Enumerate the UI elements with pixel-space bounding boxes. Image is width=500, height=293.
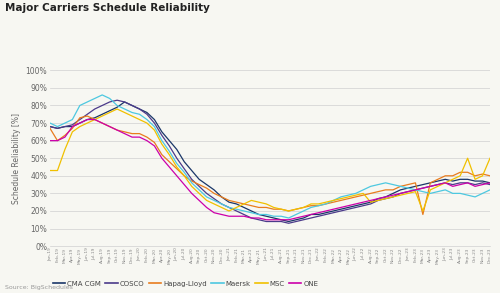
MSC: [47, 169, 53, 172]
COSCO: [114, 98, 120, 102]
Line: Hapag-Lloyd: Hapag-Lloyd: [50, 116, 490, 214]
MSC: [166, 153, 172, 156]
ONE: [181, 183, 187, 186]
COSCO: [47, 125, 53, 128]
Text: Source: BigSchedules: Source: BigSchedules: [5, 285, 73, 290]
Maersk: [204, 195, 210, 199]
CMA CGM: [204, 183, 210, 186]
Line: MSC: MSC: [50, 109, 490, 211]
ONE: [166, 165, 172, 169]
ONE: [84, 118, 90, 121]
Maersk: [181, 171, 187, 174]
ONE: [338, 206, 344, 209]
ONE: [129, 135, 135, 139]
CMA CGM: [286, 220, 292, 223]
ONE: [487, 181, 493, 185]
Maersk: [487, 188, 493, 192]
CMA CGM: [129, 104, 135, 107]
Legend: CMA CGM, COSCO, Hapag-Lloyd, Maersk, MSC, ONE: CMA CGM, COSCO, Hapag-Lloyd, Maersk, MSC…: [50, 278, 322, 289]
Maersk: [286, 216, 292, 220]
Maersk: [196, 188, 202, 192]
ONE: [47, 139, 53, 142]
MSC: [226, 209, 232, 213]
Maersk: [338, 195, 344, 199]
COSCO: [338, 209, 344, 213]
Line: Maersk: Maersk: [50, 95, 490, 218]
Hapag-Lloyd: [196, 183, 202, 186]
Hapag-Lloyd: [487, 174, 493, 178]
Line: CMA CGM: CMA CGM: [50, 102, 490, 222]
Maersk: [166, 149, 172, 153]
MSC: [129, 114, 135, 118]
Line: COSCO: COSCO: [50, 100, 490, 223]
CMA CGM: [122, 100, 128, 104]
Hapag-Lloyd: [330, 200, 336, 204]
CMA CGM: [338, 207, 344, 211]
Line: ONE: ONE: [50, 120, 490, 220]
CMA CGM: [487, 181, 493, 185]
Hapag-Lloyd: [204, 186, 210, 190]
COSCO: [487, 183, 493, 186]
MSC: [204, 199, 210, 202]
Y-axis label: Schedule Reliability [%]: Schedule Reliability [%]: [12, 113, 22, 204]
Hapag-Lloyd: [47, 127, 53, 130]
Hapag-Lloyd: [166, 160, 172, 163]
ONE: [204, 206, 210, 209]
COSCO: [181, 167, 187, 171]
MSC: [487, 156, 493, 160]
Hapag-Lloyd: [129, 132, 135, 135]
CMA CGM: [166, 139, 172, 142]
Maersk: [99, 93, 105, 97]
COSCO: [286, 222, 292, 225]
Hapag-Lloyd: [181, 174, 187, 178]
COSCO: [196, 185, 202, 188]
MSC: [196, 192, 202, 195]
MSC: [181, 174, 187, 178]
Maersk: [47, 121, 53, 125]
Hapag-Lloyd: [420, 213, 426, 216]
CMA CGM: [47, 125, 53, 128]
COSCO: [204, 192, 210, 195]
COSCO: [129, 104, 135, 107]
MSC: [338, 197, 344, 200]
COSCO: [166, 144, 172, 148]
CMA CGM: [181, 160, 187, 163]
ONE: [264, 218, 270, 222]
MSC: [114, 107, 120, 111]
CMA CGM: [196, 178, 202, 181]
Text: Major Carriers Schedule Reliability: Major Carriers Schedule Reliability: [5, 3, 210, 13]
Hapag-Lloyd: [84, 114, 90, 118]
Maersk: [129, 111, 135, 114]
ONE: [196, 199, 202, 202]
